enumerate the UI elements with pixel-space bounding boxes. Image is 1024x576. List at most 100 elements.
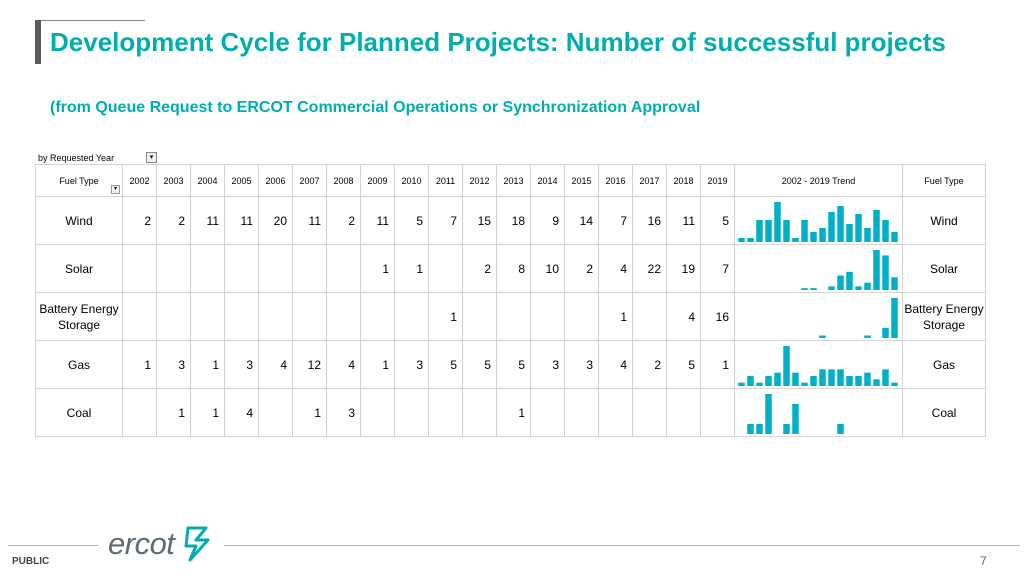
- sparkline-bar: [828, 369, 835, 386]
- value-cell: [360, 388, 395, 437]
- value-cell: 4: [224, 388, 259, 437]
- value-cell: [564, 292, 599, 341]
- sparkline-bar: [747, 376, 754, 386]
- header-year: 2015: [564, 164, 599, 197]
- filter-dropdown-icon[interactable]: ▾: [146, 152, 157, 163]
- value-cell: 5: [666, 340, 701, 389]
- value-cell: 11: [224, 196, 259, 245]
- value-cell: 7: [598, 196, 633, 245]
- sparkline-bar: [756, 220, 763, 242]
- value-cell: 16: [632, 196, 667, 245]
- value-cell: [632, 388, 667, 437]
- value-cell: 1: [598, 292, 633, 341]
- sparkline-bar: [801, 288, 808, 290]
- value-cell: [496, 292, 531, 341]
- value-cell: 11: [666, 196, 701, 245]
- header-year: 2012: [462, 164, 497, 197]
- value-cell: [700, 388, 735, 437]
- value-cell: 15: [462, 196, 497, 245]
- sparkline-bar: [891, 277, 898, 290]
- sparkline-bar: [864, 372, 871, 386]
- value-cell: [462, 388, 497, 437]
- value-cell: [326, 244, 361, 293]
- value-cell: 4: [598, 340, 633, 389]
- value-cell: [258, 244, 293, 293]
- sparkline-bar: [882, 220, 889, 242]
- value-cell: 3: [564, 340, 599, 389]
- title-accent-bar: [35, 20, 41, 64]
- value-cell: 1: [360, 340, 395, 389]
- header-year: 2006: [258, 164, 293, 197]
- sparkline-bar: [837, 424, 844, 434]
- sparkline-bar: [783, 424, 790, 434]
- sparkline-chart: [738, 202, 898, 242]
- value-cell: 3: [394, 340, 429, 389]
- value-cell: [462, 292, 497, 341]
- value-cell: [258, 292, 293, 341]
- value-cell: 2: [122, 196, 157, 245]
- sparkline-cell: [734, 292, 903, 341]
- sparkline-bar: [801, 220, 808, 242]
- sparkline-bar: [882, 328, 889, 338]
- value-cell: 1: [394, 244, 429, 293]
- sparkline-bar: [837, 206, 844, 242]
- value-cell: 11: [360, 196, 395, 245]
- sparkline-bar: [747, 424, 754, 434]
- sparkline-bar: [819, 335, 826, 338]
- sparkline-bar: [864, 228, 871, 242]
- sparkline-bar: [828, 286, 835, 290]
- sparkline-bar: [738, 382, 745, 386]
- sparkline-bar: [819, 228, 826, 242]
- footer-divider-left: [8, 545, 98, 546]
- table-row: Wind 2 2 11 11 20 11 2 11 5 7 15 18 9 14 7 16 11 5 Wind: [35, 196, 986, 245]
- sparkline-bar: [864, 282, 871, 290]
- row-label: Gas: [35, 340, 123, 389]
- value-cell: 1: [360, 244, 395, 293]
- value-cell: [598, 388, 633, 437]
- filter-dropdown-icon[interactable]: ▾: [111, 185, 120, 194]
- value-cell: 16: [700, 292, 735, 341]
- sparkline-bar: [855, 286, 862, 290]
- value-cell: 1: [190, 340, 225, 389]
- title-rule: [41, 20, 145, 21]
- header-year: 2008: [326, 164, 361, 197]
- sparkline-cell: [734, 340, 903, 389]
- table-row: Battery Energy Storage 1 1 4 16 Battery Energ…: [35, 292, 986, 341]
- value-cell: 2: [564, 244, 599, 293]
- value-cell: [292, 244, 327, 293]
- value-cell: 1: [156, 388, 191, 437]
- ercot-logo: ercot: [108, 524, 218, 564]
- value-cell: [564, 388, 599, 437]
- value-cell: [428, 388, 463, 437]
- value-cell: 1: [700, 340, 735, 389]
- value-cell: [292, 292, 327, 341]
- row-label: Coal: [35, 388, 123, 437]
- header-fuel-type-label: Fuel Type: [59, 175, 99, 186]
- value-cell: [360, 292, 395, 341]
- value-cell: 5: [496, 340, 531, 389]
- sparkline-bar: [810, 288, 817, 290]
- sparkline-bar: [837, 275, 844, 290]
- footer-divider-right: [224, 545, 1020, 546]
- header-year: 2016: [598, 164, 633, 197]
- value-cell: 3: [156, 340, 191, 389]
- value-cell: [258, 388, 293, 437]
- sparkline-bar: [846, 271, 853, 290]
- value-cell: 1: [496, 388, 531, 437]
- sparkline-bar: [783, 346, 790, 386]
- header-year: 2017: [632, 164, 667, 197]
- row-label-right: Gas: [902, 340, 986, 389]
- value-cell: 18: [496, 196, 531, 245]
- sparkline-cell: [734, 196, 903, 245]
- value-cell: 1: [190, 388, 225, 437]
- header-year: 2003: [156, 164, 191, 197]
- header-fuel-type[interactable]: Fuel Type ▾: [35, 164, 123, 197]
- footer-classification: PUBLIC: [12, 556, 50, 567]
- value-cell: 5: [394, 196, 429, 245]
- sparkline-chart: [819, 298, 898, 338]
- page-number: 7: [980, 554, 987, 568]
- sparkline-bar: [792, 404, 799, 434]
- sparkline-bar: [891, 298, 898, 338]
- value-cell: 8: [496, 244, 531, 293]
- pivot-filter-label: by Requested Year: [38, 153, 115, 163]
